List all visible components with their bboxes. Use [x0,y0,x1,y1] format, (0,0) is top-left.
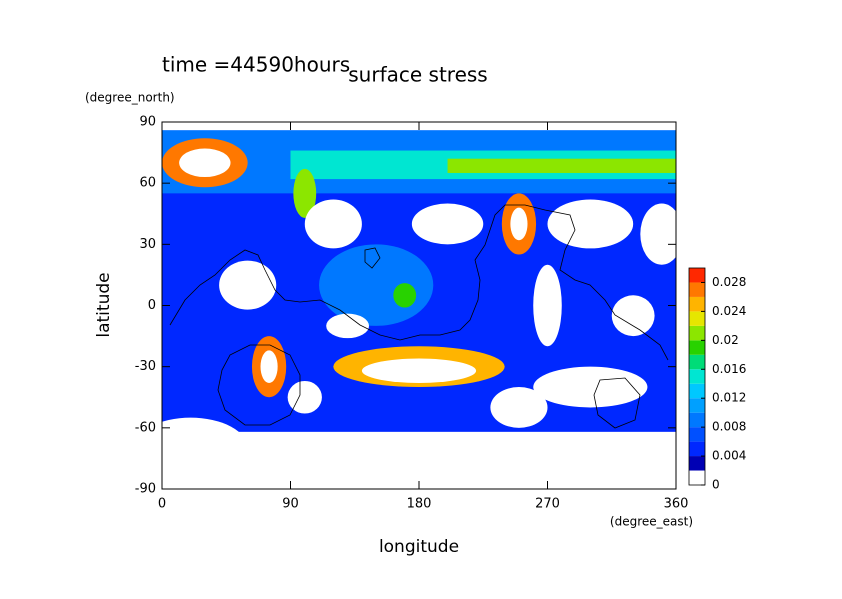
contour-field [162,122,676,489]
colorbar-band [689,369,705,384]
field-patch [533,366,648,408]
colorbar-frame [688,267,706,486]
colorbar-band [689,398,705,413]
field-patch [304,199,362,249]
x-axis-label: longitude [379,537,459,557]
field-patch [219,260,277,310]
colorbar-band [689,354,705,370]
x-unit: (degree_east) [610,515,693,529]
colorbar-tick-label: 0.028 [712,275,746,289]
field-patch [640,203,676,265]
colorbar-tick-label: 0.02 [712,333,739,347]
y-tick-label: -30 [135,359,156,374]
y-axis-label: latitude [94,272,114,337]
field-patch [293,168,317,218]
field-patch [179,148,231,178]
field-patch [162,431,676,489]
colorbar-band [689,268,705,283]
field-patch [411,203,484,245]
field-patch [611,295,655,337]
x-tick-label: 0 [158,497,166,512]
colorbar-band [689,412,705,428]
colorbar-band [689,282,705,297]
field-patch [490,387,548,428]
y-tick-label: 30 [139,237,156,252]
field-patch [533,264,562,347]
colorbar-tick-label: 0.012 [712,391,746,405]
field-patch [361,358,477,383]
coastline [169,204,669,429]
colorbar-tick-label: 0.016 [712,362,746,376]
field-patch [510,207,528,241]
colorbar-band [689,470,705,485]
x-tick-label: 270 [535,497,560,512]
colorbar-band [689,325,705,341]
field-patch [547,199,634,249]
colorbar-band [689,340,705,355]
field-patch [393,283,417,308]
colorbar-band [689,311,705,326]
colorbar-band [689,296,705,312]
x-tick-label: 360 [664,497,689,512]
y-tick-label: 60 [139,176,156,191]
colorbar-tick-label: 0.024 [712,304,746,318]
y-unit: (degree_north) [85,91,175,105]
field-patch [287,380,322,414]
colorbar-tick-label: 0 [712,478,720,492]
y-tick-label: -60 [135,420,156,435]
field-patch [326,313,370,339]
field-patch [447,158,676,173]
subtitle: time =44590hours [162,53,350,77]
y-tick-label: 0 [148,298,156,313]
field-patch [260,350,278,383]
colorbar-band [689,441,705,457]
colorbar-band [689,427,705,442]
chart-title: surface stress [348,63,487,87]
colorbar-tick-label: 0.004 [712,449,746,463]
y-tick-label: 90 [139,115,156,130]
field-patch [319,244,434,326]
colorbar-band [689,383,705,399]
x-tick-label: 180 [407,497,432,512]
x-tick-label: 90 [282,497,299,512]
y-tick-label: -90 [135,482,156,497]
colorbar-band [689,456,705,471]
colorbar-tick-label: 0.008 [712,420,746,434]
